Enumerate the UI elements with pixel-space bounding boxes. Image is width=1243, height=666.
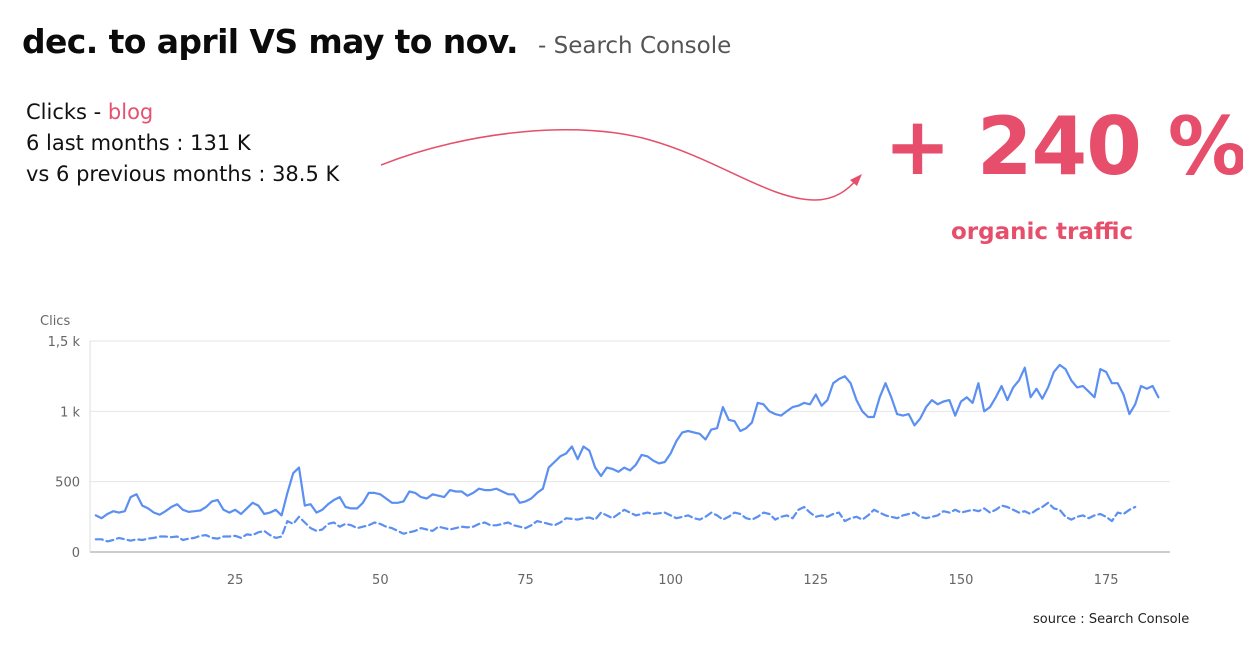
clicks-label: Clicks - (26, 100, 108, 124)
y-tick-label: 500 (55, 476, 80, 491)
y-tick-label: 0 (72, 546, 80, 561)
x-tick-label: 75 (517, 573, 534, 588)
series-line-previous-period (94, 501, 1137, 543)
page-subtitle: - Search Console (538, 33, 732, 59)
last-months-stat: 6 last months : 131 K (26, 131, 251, 155)
x-tick-label: 175 (1094, 573, 1119, 588)
curved-arrow-icon (380, 129, 862, 201)
source-note: source : Search Console (1033, 612, 1190, 627)
growth-percentage: + 240 % (884, 100, 1243, 193)
x-tick-label: 150 (949, 573, 974, 588)
series-line-current-period (94, 363, 1160, 520)
growth-caption: organic traffic (951, 219, 1134, 245)
x-tick-label: 125 (803, 573, 828, 588)
x-tick-label: 100 (658, 573, 683, 588)
clicks-heading: Clicks - blog (26, 97, 339, 128)
y-axis-label: Clics (40, 314, 70, 329)
previous-months-stat: vs 6 previous months : 38.5 K (26, 162, 340, 186)
x-tick-label: 50 (372, 573, 389, 588)
page-title: dec. to april VS may to nov. (22, 22, 519, 61)
y-tick-label: 1,5 k (48, 335, 81, 350)
clicks-topic: blog (107, 100, 154, 124)
y-tick-label: 1 k (60, 405, 80, 420)
clicks-stats: Clicks - blog 6 last months : 131 K vs 6… (26, 97, 339, 190)
clicks-line-chart: Clics 0 500 1 k 1,5 k 25 50 75 100 125 150 175 (40, 314, 1170, 588)
x-tick-label: 25 (227, 573, 244, 588)
